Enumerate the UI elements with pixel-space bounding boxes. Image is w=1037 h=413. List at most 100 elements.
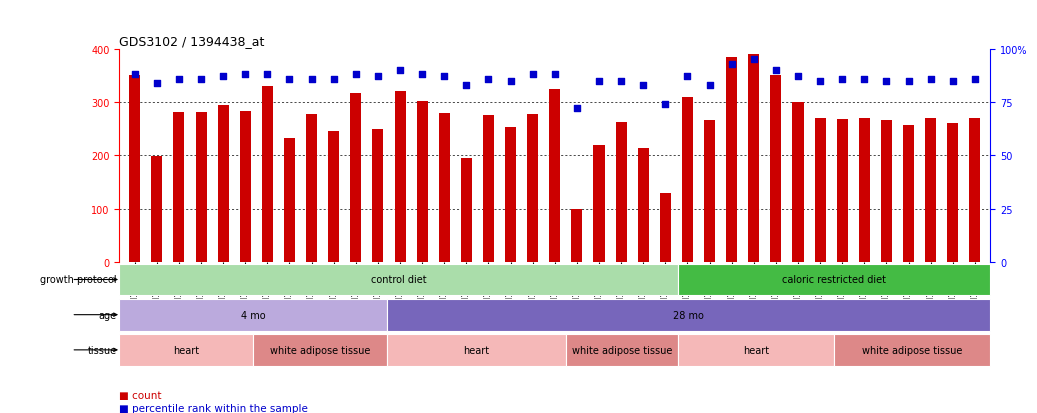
Bar bbox=[417, 102, 427, 262]
Bar bbox=[903, 126, 914, 262]
Point bbox=[171, 76, 188, 83]
Point bbox=[790, 74, 807, 81]
Text: growth protocol: growth protocol bbox=[40, 275, 116, 285]
Text: white adipose tissue: white adipose tissue bbox=[862, 345, 962, 355]
Point bbox=[591, 78, 608, 85]
Bar bbox=[749, 55, 759, 262]
Point bbox=[856, 76, 872, 83]
Bar bbox=[151, 157, 163, 262]
Text: age: age bbox=[99, 310, 116, 320]
Bar bbox=[306, 114, 317, 262]
Text: white adipose tissue: white adipose tissue bbox=[571, 345, 672, 355]
Bar bbox=[704, 120, 716, 262]
Point bbox=[392, 68, 409, 74]
Point bbox=[414, 72, 430, 78]
Text: GDS3102 / 1394438_at: GDS3102 / 1394438_at bbox=[119, 35, 264, 47]
Point bbox=[480, 76, 497, 83]
Bar bbox=[253, 334, 387, 366]
Bar bbox=[130, 76, 140, 262]
Text: control diet: control diet bbox=[370, 275, 426, 285]
Bar bbox=[682, 97, 693, 262]
Bar bbox=[815, 119, 825, 262]
Bar bbox=[119, 264, 677, 296]
Point bbox=[657, 102, 674, 108]
Bar bbox=[372, 129, 384, 262]
Point bbox=[922, 76, 938, 83]
Bar bbox=[439, 114, 450, 262]
Point bbox=[326, 76, 342, 83]
Point bbox=[613, 78, 629, 85]
Text: heart: heart bbox=[173, 345, 199, 355]
Bar bbox=[351, 94, 361, 262]
Point bbox=[215, 74, 231, 81]
Point bbox=[966, 76, 983, 83]
Point bbox=[834, 76, 850, 83]
Text: caloric restricted diet: caloric restricted diet bbox=[782, 275, 886, 285]
Text: ■ percentile rank within the sample: ■ percentile rank within the sample bbox=[119, 403, 308, 413]
Bar bbox=[660, 193, 671, 262]
Point bbox=[635, 83, 651, 89]
Bar bbox=[770, 76, 782, 262]
Bar bbox=[284, 139, 295, 262]
Bar bbox=[240, 112, 251, 262]
Bar bbox=[483, 116, 494, 262]
Text: white adipose tissue: white adipose tissue bbox=[270, 345, 370, 355]
Point bbox=[502, 78, 518, 85]
Point bbox=[193, 76, 209, 83]
Point bbox=[746, 57, 762, 64]
Point bbox=[767, 68, 784, 74]
Bar bbox=[726, 57, 737, 262]
Point bbox=[458, 83, 475, 89]
Bar bbox=[947, 124, 958, 262]
Point bbox=[148, 80, 165, 87]
Bar bbox=[677, 264, 990, 296]
Bar bbox=[571, 209, 583, 262]
Point bbox=[546, 72, 563, 78]
Point bbox=[237, 72, 254, 78]
Point bbox=[525, 72, 541, 78]
Text: ■ count: ■ count bbox=[119, 390, 162, 400]
Text: tissue: tissue bbox=[87, 345, 116, 355]
Point bbox=[347, 72, 364, 78]
Point bbox=[701, 83, 718, 89]
Bar bbox=[262, 87, 273, 262]
Bar bbox=[196, 112, 206, 262]
Bar bbox=[616, 123, 626, 262]
Bar bbox=[566, 334, 677, 366]
Point bbox=[303, 76, 319, 83]
Bar bbox=[527, 114, 538, 262]
Bar bbox=[505, 127, 516, 262]
Point bbox=[568, 106, 585, 112]
Point bbox=[945, 78, 961, 85]
Bar bbox=[593, 145, 605, 262]
Bar bbox=[394, 92, 405, 262]
Bar bbox=[387, 299, 990, 331]
Bar bbox=[925, 119, 936, 262]
Bar bbox=[119, 334, 253, 366]
Bar bbox=[119, 299, 387, 331]
Point bbox=[281, 76, 298, 83]
Bar bbox=[638, 148, 649, 262]
Point bbox=[436, 74, 452, 81]
Text: 4 mo: 4 mo bbox=[241, 310, 265, 320]
Bar bbox=[834, 334, 990, 366]
Bar bbox=[550, 90, 560, 262]
Point bbox=[369, 74, 386, 81]
Bar bbox=[677, 334, 834, 366]
Bar bbox=[387, 334, 566, 366]
Bar bbox=[792, 103, 804, 262]
Text: heart: heart bbox=[464, 345, 489, 355]
Point bbox=[259, 72, 276, 78]
Bar bbox=[970, 119, 980, 262]
Text: heart: heart bbox=[742, 345, 768, 355]
Bar bbox=[880, 120, 892, 262]
Text: 28 mo: 28 mo bbox=[673, 310, 704, 320]
Bar bbox=[460, 159, 472, 262]
Point bbox=[724, 61, 740, 68]
Bar bbox=[328, 131, 339, 262]
Point bbox=[900, 78, 917, 85]
Point bbox=[679, 74, 696, 81]
Bar bbox=[837, 120, 847, 262]
Point bbox=[812, 78, 829, 85]
Bar bbox=[173, 112, 185, 262]
